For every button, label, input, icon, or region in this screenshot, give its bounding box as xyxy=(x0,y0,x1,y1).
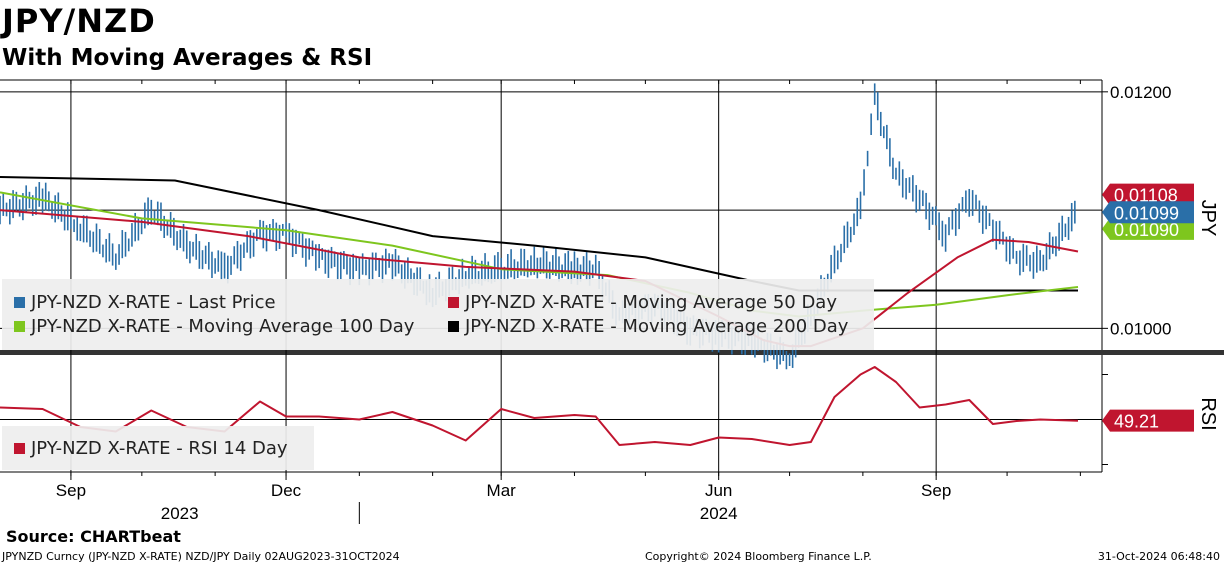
value-tag-text: 0.01108 xyxy=(1114,186,1178,206)
y-axis-label-rsi: RSI xyxy=(1197,397,1219,430)
panel-divider xyxy=(0,350,1224,355)
tag-last-price: 0.01099 xyxy=(1102,201,1194,224)
value-tag-bg xyxy=(1102,201,1194,224)
legend-label: JPY-NZD X-RATE - Last Price xyxy=(31,292,276,313)
legend-label: JPY-NZD X-RATE - Moving Average 100 Day xyxy=(31,316,415,337)
price-legend: JPY-NZD X-RATE - Last Price JPY-NZD X-RA… xyxy=(2,279,874,350)
value-tag-bg xyxy=(1102,409,1194,432)
legend-item-ma50: JPY-NZD X-RATE - Moving Average 50 Day xyxy=(448,292,837,313)
x-tick-label: Jun xyxy=(705,481,732,500)
tag-ma100: 0.01090 xyxy=(1102,217,1194,240)
value-tag-bg xyxy=(1102,183,1194,206)
legend-swatch xyxy=(448,321,459,332)
rsi-legend: JPY-NZD X-RATE - RSI 14 Day xyxy=(2,426,314,470)
value-tag-text: 49.21 xyxy=(1114,412,1159,432)
legend-label: JPY-NZD X-RATE - Moving Average 200 Day xyxy=(465,316,849,337)
y-tick-label: 0.01200 xyxy=(1110,83,1171,102)
year-label: 2024 xyxy=(700,504,738,523)
footer-copyright: Copyright© 2024 Bloomberg Finance L.P. xyxy=(645,550,872,563)
legend-item-ma200: JPY-NZD X-RATE - Moving Average 200 Day xyxy=(448,316,848,337)
legend-swatch xyxy=(448,297,459,308)
footer-ticker: JPYNZD Curncy (JPY-NZD X-RATE) NZD/JPY D… xyxy=(2,550,400,563)
legend-item-last-price: JPY-NZD X-RATE - Last Price xyxy=(14,292,276,313)
series-layer xyxy=(0,83,1079,446)
year-label: 2023 xyxy=(161,504,199,523)
legend-swatch xyxy=(14,443,25,454)
footer-timestamp: 31-Oct-2024 06:48:40 xyxy=(1097,550,1220,563)
grid xyxy=(0,79,1224,473)
chart-subtitle: With Moving Averages & RSI xyxy=(2,45,373,71)
legend-item-rsi: JPY-NZD X-RATE - RSI 14 Day xyxy=(14,438,288,459)
legend-item-ma100: JPY-NZD X-RATE - Moving Average 100 Day xyxy=(14,316,414,337)
ma200-line xyxy=(0,176,1078,292)
value-tag-text: 0.01090 xyxy=(1114,220,1179,240)
value-tag-bg xyxy=(1102,217,1194,240)
value-tag-text: 0.01099 xyxy=(1114,203,1179,223)
legend-label: JPY-NZD X-RATE - RSI 14 Day xyxy=(31,438,288,459)
x-tick-label: Dec xyxy=(271,481,302,500)
chart-title: JPY/NZD xyxy=(2,2,156,40)
legend-swatch xyxy=(14,321,25,332)
x-tick-label: Mar xyxy=(487,481,517,500)
legend-label: JPY-NZD X-RATE - Moving Average 50 Day xyxy=(465,292,837,313)
source-note: Source: CHARTbeat xyxy=(6,527,181,546)
tag-rsi: 49.21 xyxy=(1102,409,1194,432)
x-tick-label: Sep xyxy=(921,481,951,500)
y-axis-label-price: JPY xyxy=(1197,200,1219,237)
legend-swatch xyxy=(14,297,25,308)
axes-layer: Sep Dec Mar Jun Sep 2023 2024 0.01200 0.01000 0.0… xyxy=(56,80,1219,524)
x-tick-label: Sep xyxy=(56,481,86,500)
tag-ma50: 0.01108 xyxy=(1102,183,1194,206)
y-tick-label: 0.01000 xyxy=(1110,319,1171,338)
